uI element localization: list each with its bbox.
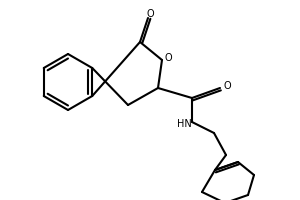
Text: O: O bbox=[223, 81, 231, 91]
Text: O: O bbox=[164, 53, 172, 63]
Text: O: O bbox=[146, 9, 154, 19]
Text: HN: HN bbox=[177, 119, 191, 129]
